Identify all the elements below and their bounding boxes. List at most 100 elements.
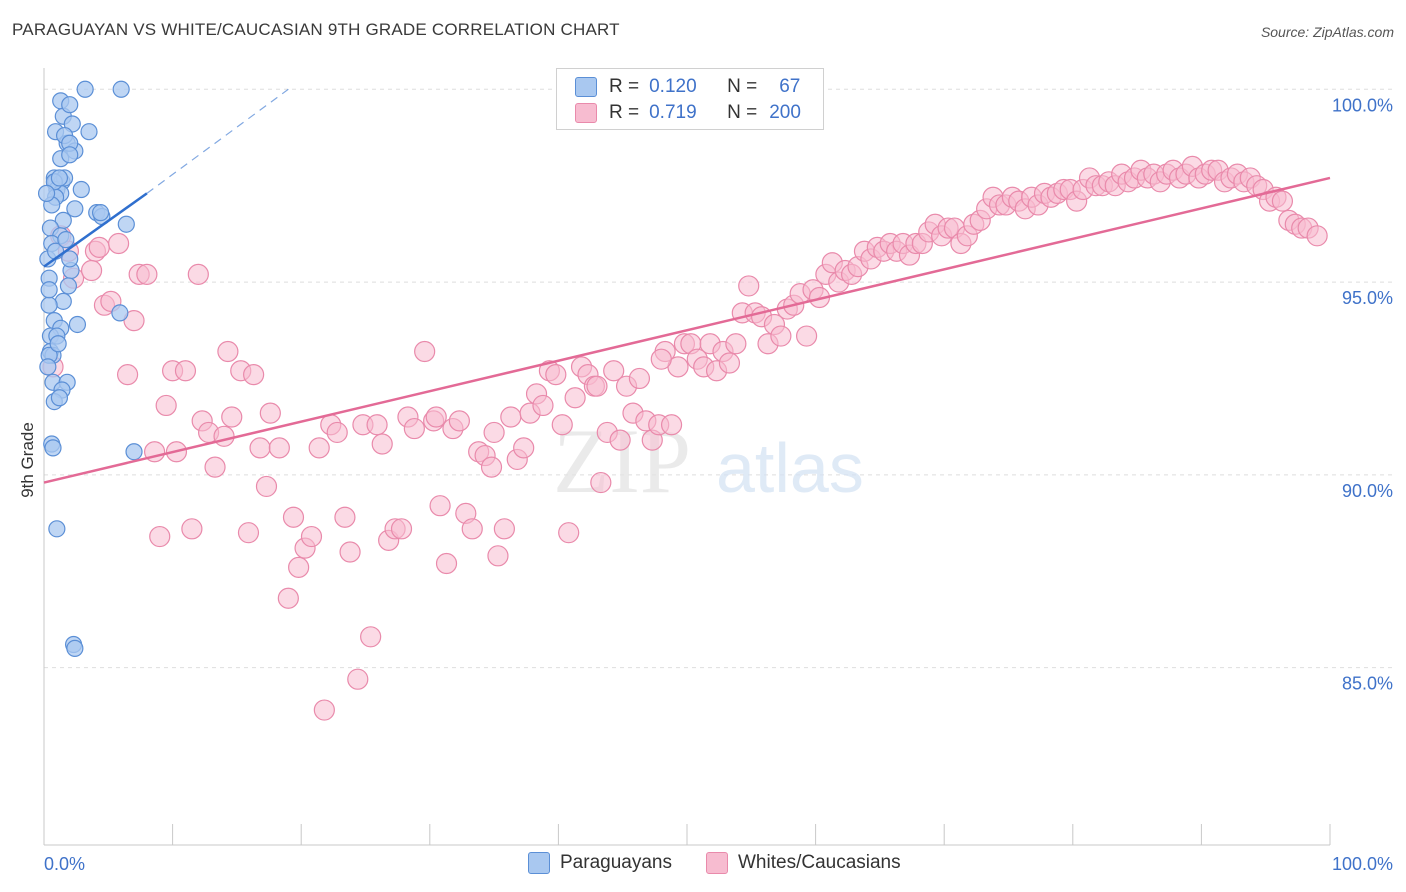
white-point xyxy=(1306,225,1328,247)
white-point xyxy=(558,522,580,544)
white-point xyxy=(259,402,281,424)
paraguayans-points xyxy=(37,80,143,657)
x-tick-label-max: 100.0% xyxy=(1332,854,1393,874)
paraguayan-point xyxy=(44,439,62,457)
legend-row-paraguayans: R = 0.120 N = 67 xyxy=(575,75,800,99)
watermark: ZIP atlas xyxy=(553,410,864,512)
white-point xyxy=(725,333,747,355)
white-point xyxy=(277,587,299,609)
white-point xyxy=(187,263,209,285)
white-point xyxy=(360,626,382,648)
white-point xyxy=(204,456,226,478)
paraguayan-point xyxy=(80,123,98,141)
white-point xyxy=(88,236,110,258)
white-point xyxy=(149,525,171,548)
white-point xyxy=(609,429,631,451)
y-tick-label: 100.0% xyxy=(1332,95,1393,115)
paraguayan-point xyxy=(61,250,79,268)
white-point xyxy=(174,360,197,382)
white-point xyxy=(116,364,139,386)
paraguayan-point xyxy=(91,204,110,222)
white-point xyxy=(390,518,413,540)
y-tick-label: 90.0% xyxy=(1342,481,1393,501)
paraguayan-point xyxy=(66,639,84,657)
white-point xyxy=(217,340,239,363)
white-point xyxy=(532,394,554,417)
white-point xyxy=(628,367,651,390)
legend-label-paraguayans: Paraguayans xyxy=(560,852,672,873)
white-point xyxy=(300,525,323,548)
r-label: R = xyxy=(609,76,640,97)
paraguayan-point xyxy=(40,281,58,299)
legend-swatch-blue xyxy=(575,77,597,97)
tick-labels: 85.0% 90.0% 95.0% 100.0% 0.0% 100.0% xyxy=(44,95,1393,874)
n-label: N = xyxy=(727,102,758,123)
white-point xyxy=(181,518,203,540)
trend-lines xyxy=(43,88,1331,484)
paraguayan-point xyxy=(66,200,84,218)
white-point xyxy=(339,541,361,563)
legend-swatch-whites xyxy=(706,852,728,874)
n-label: N = xyxy=(727,76,758,97)
white-trend-line xyxy=(43,176,1331,484)
white-point xyxy=(603,360,625,382)
y-axis-label: 9th Grade xyxy=(18,422,37,498)
white-point xyxy=(545,364,567,386)
legend-item-whites[interactable]: Whites/Caucasians xyxy=(706,852,901,874)
legend-label-whites: Whites/Caucasians xyxy=(738,852,901,873)
whites-caucasians-points xyxy=(42,155,1328,721)
white-point xyxy=(770,325,792,347)
chart-title: PARAGUAYAN VS WHITE/CAUCASIAN 9TH GRADE … xyxy=(12,20,620,39)
y-tick-label: 85.0% xyxy=(1342,674,1393,694)
white-point xyxy=(371,433,393,455)
white-point xyxy=(586,375,608,397)
white-point xyxy=(221,406,243,428)
white-point xyxy=(429,495,451,517)
white-point xyxy=(448,410,470,432)
paraguayan-point xyxy=(37,184,56,202)
white-point xyxy=(107,232,130,255)
white-point xyxy=(738,275,760,297)
white-point xyxy=(123,310,145,332)
paraguayan-point xyxy=(39,358,57,376)
white-point xyxy=(268,437,290,459)
white-point xyxy=(551,414,573,436)
paraguayan-point xyxy=(49,335,67,353)
white-point xyxy=(795,325,818,347)
paraguayan-trend-extension xyxy=(146,88,289,194)
legend-swatch-pink xyxy=(575,103,597,123)
white-point xyxy=(500,406,522,428)
gridlines xyxy=(44,88,1392,669)
paraguayan-point xyxy=(72,180,90,199)
white-point xyxy=(326,421,348,444)
white-point xyxy=(513,437,535,459)
paraguayan-point xyxy=(40,296,58,314)
paraguayan-point xyxy=(59,277,78,295)
paraguayan-point xyxy=(48,520,66,538)
white-point xyxy=(243,364,265,386)
white-point xyxy=(288,556,310,578)
white-point xyxy=(483,421,505,444)
paraguayan-point xyxy=(61,96,79,114)
white-point xyxy=(334,506,356,528)
paraguayan-point xyxy=(68,315,87,334)
legend-swatch-paraguayans xyxy=(528,852,550,874)
r-value: 0.120 xyxy=(649,76,697,97)
r-value: 0.719 xyxy=(649,102,697,123)
white-point xyxy=(480,456,503,478)
white-point xyxy=(660,414,683,436)
paraguayan-point xyxy=(54,292,72,310)
paraguayan-point xyxy=(50,389,69,407)
correlation-legend: R = 0.120 N = 67 R = 0.719 N = 200 xyxy=(556,68,824,130)
watermark-atlas: atlas xyxy=(716,429,864,507)
paraguayan-point xyxy=(61,146,79,164)
paraguayan-trend-line xyxy=(43,192,148,268)
white-point xyxy=(155,394,177,417)
white-point xyxy=(136,263,158,285)
white-point xyxy=(425,406,447,428)
white-point xyxy=(308,437,330,459)
n-value: 200 xyxy=(769,102,801,123)
white-point xyxy=(487,545,509,567)
series-legend: Paraguayans Whites/Caucasians xyxy=(0,852,1406,878)
legend-item-paraguayans[interactable]: Paraguayans xyxy=(528,852,672,874)
